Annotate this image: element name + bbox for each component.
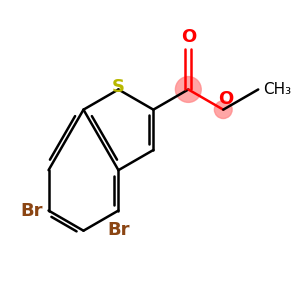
Text: O: O — [218, 90, 233, 108]
Text: O: O — [181, 28, 196, 46]
Circle shape — [176, 76, 201, 102]
Text: CH₃: CH₃ — [263, 82, 291, 97]
Circle shape — [214, 101, 232, 119]
Text: S: S — [112, 79, 125, 97]
Text: Br: Br — [107, 220, 130, 238]
Text: Br: Br — [20, 202, 43, 220]
